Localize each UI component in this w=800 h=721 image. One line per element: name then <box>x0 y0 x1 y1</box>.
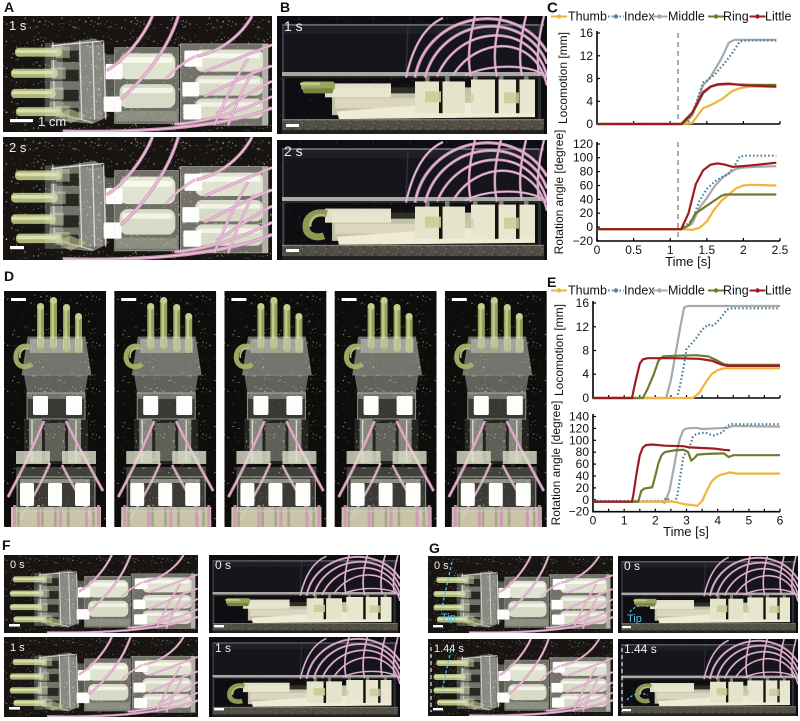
svg-text:Ring: Ring <box>723 284 749 298</box>
svg-text:12: 12 <box>576 320 590 334</box>
svg-text:8: 8 <box>582 344 589 358</box>
svg-text:0: 0 <box>594 243 601 257</box>
svg-text:Locomotion [mm]: Locomotion [mm] <box>556 32 570 124</box>
svg-text:D: D <box>4 268 14 284</box>
svg-text:0 s: 0 s <box>624 559 640 573</box>
svg-text:Thumb: Thumb <box>568 10 607 24</box>
svg-text:Time [s]: Time [s] <box>665 254 711 269</box>
svg-text:1: 1 <box>667 243 674 257</box>
svg-text:0: 0 <box>586 220 593 234</box>
svg-text:Locomotion [mm]: Locomotion [mm] <box>552 304 566 396</box>
svg-text:Little: Little <box>765 284 791 298</box>
svg-text:2 s: 2 s <box>9 140 27 155</box>
svg-text:Little: Little <box>765 10 791 24</box>
svg-text:Middle: Middle <box>668 10 705 24</box>
svg-text:80: 80 <box>580 165 594 179</box>
svg-text:1 s: 1 s <box>9 18 27 33</box>
svg-text:100: 100 <box>573 151 593 165</box>
svg-text:Thumb: Thumb <box>568 284 607 298</box>
svg-text:4: 4 <box>582 367 589 381</box>
svg-text:1 s: 1 s <box>10 642 25 654</box>
svg-text:B: B <box>280 0 290 15</box>
svg-text:1 s: 1 s <box>215 641 231 655</box>
svg-text:0.5: 0.5 <box>625 243 642 257</box>
svg-text:0: 0 <box>586 117 593 131</box>
svg-text:0 s: 0 s <box>434 560 449 572</box>
svg-text:Rotation angle [degree]: Rotation angle [degree] <box>552 130 566 255</box>
svg-text:6: 6 <box>777 514 784 528</box>
svg-text:40: 40 <box>580 192 594 206</box>
svg-text:2: 2 <box>740 243 747 257</box>
svg-text:1: 1 <box>621 514 628 528</box>
svg-text:1.44 s: 1.44 s <box>624 642 657 656</box>
svg-text:140: 140 <box>569 410 589 424</box>
svg-text:12: 12 <box>580 49 594 63</box>
svg-text:Ring: Ring <box>723 10 749 24</box>
svg-text:60: 60 <box>576 457 590 471</box>
svg-text:0: 0 <box>590 514 597 528</box>
svg-text:20: 20 <box>580 206 594 220</box>
svg-text:1 cm: 1 cm <box>38 114 66 129</box>
svg-text:A: A <box>4 0 14 15</box>
svg-text:G: G <box>429 540 440 556</box>
svg-text:60: 60 <box>580 179 594 193</box>
svg-text:2: 2 <box>652 514 659 528</box>
svg-text:Middle: Middle <box>668 284 705 298</box>
svg-text:4: 4 <box>586 94 593 108</box>
svg-text:16: 16 <box>576 296 590 310</box>
svg-text:1 s: 1 s <box>284 18 303 34</box>
svg-text:2 s: 2 s <box>284 143 303 159</box>
svg-text:4: 4 <box>714 514 721 528</box>
svg-text:0 s: 0 s <box>10 559 25 571</box>
svg-text:F: F <box>2 537 11 553</box>
svg-text:0: 0 <box>582 493 589 507</box>
svg-text:C: C <box>547 0 558 17</box>
svg-text:Index: Index <box>624 284 655 298</box>
svg-text:Index: Index <box>624 10 655 24</box>
svg-text:Rotation angle [degree]: Rotation angle [degree] <box>549 401 563 526</box>
svg-text:3: 3 <box>683 514 690 528</box>
svg-text:120: 120 <box>569 421 589 435</box>
svg-text:40: 40 <box>576 469 590 483</box>
svg-text:Time [s]: Time [s] <box>663 524 709 539</box>
svg-text:8: 8 <box>586 72 593 86</box>
svg-text:0 s: 0 s <box>215 558 231 572</box>
svg-text:1.5: 1.5 <box>698 243 715 257</box>
svg-text:5: 5 <box>745 514 752 528</box>
svg-text:20: 20 <box>576 481 590 495</box>
svg-text:80: 80 <box>576 445 590 459</box>
svg-text:100: 100 <box>569 433 589 447</box>
svg-text:0: 0 <box>582 391 589 405</box>
svg-text:2.5: 2.5 <box>772 243 789 257</box>
svg-text:E: E <box>547 274 556 290</box>
svg-text:−20: −20 <box>569 505 590 519</box>
svg-text:Tip: Tip <box>627 613 642 625</box>
svg-text:16: 16 <box>580 26 594 40</box>
svg-text:−20: −20 <box>573 234 594 248</box>
svg-text:Tip: Tip <box>441 612 456 624</box>
svg-text:120: 120 <box>573 137 593 151</box>
svg-text:1.44 s: 1.44 s <box>434 643 464 655</box>
